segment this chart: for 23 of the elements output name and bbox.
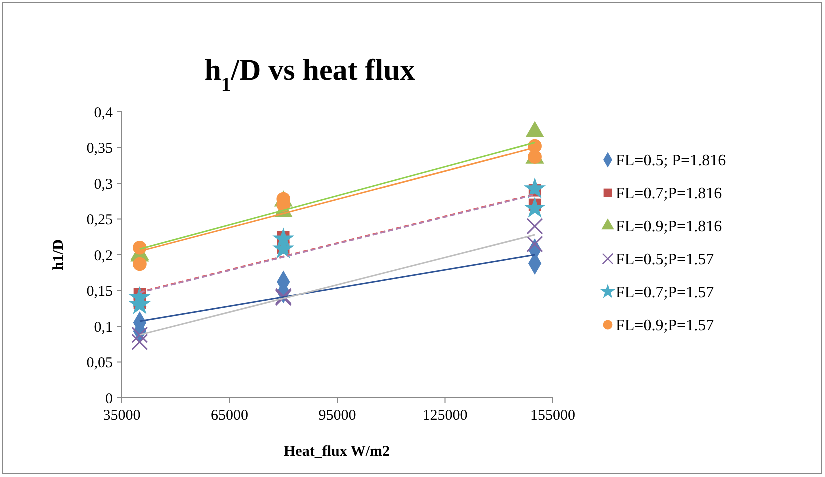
x-tick-label: 95000 [318,408,356,424]
x-tick-label: 35000 [103,408,141,424]
legend-label: FL=0.5; P=1.816 [616,152,726,170]
legend-label: FL=0.7;P=1.816 [616,186,722,203]
x-tick-label: 155000 [530,408,576,424]
legend-label: FL=0.9;P=1.57 [616,318,714,335]
y-tick-label: 0,35 [86,141,113,157]
y-tick-label: 0,4 [94,105,114,122]
x-tick-label: 125000 [422,408,468,424]
y-tick-label: 0,1 [94,320,113,336]
y-tick-label: 0,25 [86,212,113,228]
y-tick-label: 0,3 [94,176,113,193]
y-axis-title: h1/D [51,239,67,270]
x-axis-title: Heat_flux W/m2 [284,444,390,460]
y-tick-label: 0 [106,391,113,408]
y-tick-label: 0,05 [86,356,113,372]
legend-label: FL=0.7;P=1.57 [616,284,714,302]
chart-title: h$_{1}$/D vs heat flux [204,54,416,96]
legend-label: FL=0.5;P=1.57 [616,252,714,269]
x-tick-label: 65000 [211,408,248,424]
legend-label: FL=0.9;P=1.816 [616,218,722,236]
y-tick-label: 0,15 [86,284,113,300]
y-tick-label: 0,2 [94,248,113,264]
